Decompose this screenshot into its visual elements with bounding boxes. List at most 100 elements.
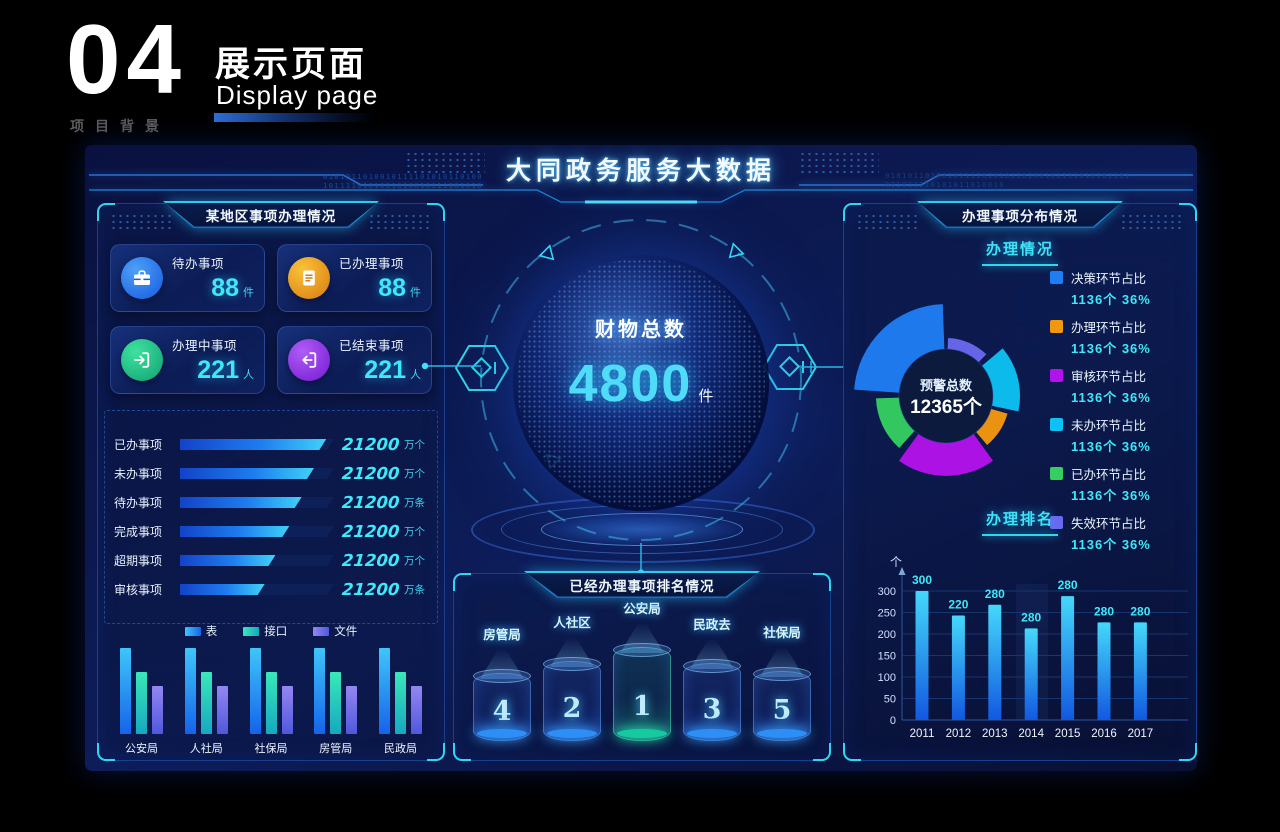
corner-accent — [843, 743, 861, 761]
chart-bar[interactable] — [395, 672, 406, 734]
stat-card-body: 办理中事项 221 人 — [172, 335, 254, 385]
chart-bar[interactable] — [281, 686, 293, 734]
document-icon — [288, 257, 330, 299]
chart-bar[interactable] — [249, 648, 261, 734]
section-side-label: 项目背景 — [70, 118, 170, 134]
chart-bar[interactable] — [330, 672, 342, 734]
podium-cylinder[interactable]: 1 — [613, 643, 671, 741]
decor-dots — [110, 213, 174, 229]
chart-bar[interactable] — [314, 648, 326, 734]
stat-card[interactable]: 已结束事项 221 人 — [277, 326, 432, 394]
progress-row-track[interactable] — [180, 468, 334, 479]
podium-cylinder[interactable]: 3 — [683, 659, 741, 741]
progress-row-label: 超期事项 — [114, 554, 163, 568]
legend-item[interactable]: 表 — [184, 623, 218, 639]
page-title: 展示页面 — [215, 45, 368, 84]
chart-bar[interactable] — [1133, 622, 1147, 720]
group-chart-groups: 公安局 人社局 社保局 房管局 民政局 — [108, 648, 434, 756]
chart-bar[interactable] — [200, 672, 212, 734]
chart-bar[interactable] — [951, 615, 965, 720]
podium-cylinder[interactable]: 5 — [753, 667, 811, 741]
bar-group: 社保局 — [249, 648, 293, 756]
podium-cylinder[interactable]: 2 — [543, 657, 601, 741]
legend-item[interactable]: 接口 — [243, 623, 287, 639]
legend-label: 表 — [205, 626, 218, 638]
hexagon-marker-left — [454, 345, 510, 391]
legend-value: 1136个 36% — [1071, 292, 1151, 307]
right-panel: 办理事项分布情况 办理情况 预警总数 12365个 决策环节占比 1136个 36%… — [843, 201, 1197, 761]
bar-value-label: 280 — [1021, 610, 1041, 624]
progress-row-unit: 万个 — [404, 555, 425, 567]
chart-bar[interactable] — [346, 686, 358, 734]
chart-bar[interactable] — [1097, 622, 1111, 720]
y-tick-label: 250 — [878, 608, 896, 620]
bar-group-label: 公安局 — [125, 743, 158, 755]
bar-group-label: 人社局 — [189, 743, 223, 755]
podium-slot: 民政去 3 — [678, 574, 746, 760]
chart-bar[interactable] — [265, 672, 277, 734]
progress-row-track[interactable] — [180, 526, 334, 537]
stat-cards: 待办事项 88 件 已办理事项 88 件办理中事项 221 人 已结束事项 221 人 — [110, 244, 432, 394]
stat-card-unit: 件 — [243, 287, 254, 299]
stat-card[interactable]: 待办事项 88 件 — [110, 244, 265, 312]
y-tick-label: 100 — [878, 672, 896, 684]
podium: 房管局 4 人社区 2 公安局 1 民政去 3 社保局 5 — [454, 574, 830, 760]
x-tick-label: 2011 — [910, 728, 935, 740]
chart-bar[interactable] — [915, 591, 929, 720]
bar-group-label: 民政局 — [384, 743, 417, 755]
progress-row: 完成事项 21200 万个 — [114, 517, 434, 546]
y-tick-label: 150 — [878, 651, 896, 663]
stat-card[interactable]: 办理中事项 221 人 — [110, 326, 265, 394]
distribution-legend-item[interactable]: 办理环节占比 1136个 36% — [1050, 317, 1192, 357]
distribution-legend-item[interactable]: 未办环节占比 1136个 36% — [1050, 415, 1192, 455]
podium-label: 人社区 — [553, 616, 591, 630]
bar-value-label: 280 — [1094, 604, 1114, 618]
chart-bar[interactable] — [136, 672, 147, 734]
chart-bar[interactable] — [411, 686, 422, 734]
legend-item[interactable]: 文件 — [313, 623, 357, 639]
stat-card[interactable]: 已办理事项 88 件 — [277, 244, 432, 312]
ranking-podium-panel: 已经办理事项排名情况 房管局 4 人社区 2 公安局 1 民政去 3 社保局 5 — [453, 571, 831, 761]
legend-swatch — [1050, 369, 1063, 382]
progress-row: 未办事项 21200 万个 — [114, 459, 434, 488]
chart-bar[interactable] — [988, 604, 1002, 720]
y-tick-label: 300 — [878, 586, 896, 598]
chart-bar[interactable] — [379, 648, 390, 734]
stat-card-label: 已办理事项 — [339, 257, 405, 271]
chart-bar[interactable] — [184, 648, 196, 734]
y-tick-label: 200 — [878, 629, 896, 641]
legend-swatch — [1050, 271, 1063, 284]
section-number: 04 — [66, 4, 188, 114]
bar-group-label: 社保局 — [254, 743, 288, 755]
globe-stat-label: 财物总数 — [595, 319, 687, 341]
decor-gradient-bar — [214, 113, 376, 122]
logout-arrow-icon — [288, 339, 330, 381]
distribution-legend-item[interactable]: 已办环节占比 1136个 36% — [1050, 464, 1192, 504]
legend-swatch — [313, 626, 330, 636]
chart-bar[interactable] — [216, 686, 228, 734]
progress-row-track[interactable] — [180, 497, 334, 508]
chart-bar[interactable] — [1061, 596, 1075, 720]
right-panel-header-label: 办理事项分布情况 — [962, 208, 1078, 224]
progress-row-track[interactable] — [180, 439, 334, 450]
chart-bar[interactable] — [1024, 628, 1038, 720]
chart-bar[interactable] — [152, 686, 163, 734]
legend-swatch — [243, 626, 260, 636]
decor-dots-left — [405, 151, 485, 173]
progress-row-track[interactable] — [180, 584, 334, 595]
bar-group: 公安局 — [120, 648, 163, 756]
progress-row-fill — [180, 526, 289, 537]
distribution-legend-item[interactable]: 审核环节占比 1136个 36% — [1050, 366, 1192, 406]
distribution-subtitle: 办理情况 — [844, 238, 1196, 266]
progress-row-track[interactable] — [180, 555, 334, 566]
bar-group: 房管局 — [314, 648, 358, 756]
chart-bar[interactable] — [120, 648, 131, 734]
bar-group: 人社局 — [184, 648, 228, 756]
podium-cylinder[interactable]: 4 — [473, 669, 531, 741]
progress-row-label: 未办事项 — [114, 467, 163, 481]
progress-row-unit: 万条 — [404, 584, 425, 596]
legend-value: 1136个 36% — [1071, 488, 1151, 503]
legend-value: 1136个 36% — [1071, 439, 1151, 454]
distribution-legend-item[interactable]: 决策环节占比 1136个 36% — [1050, 268, 1192, 308]
podium-label: 社保局 — [763, 626, 801, 640]
